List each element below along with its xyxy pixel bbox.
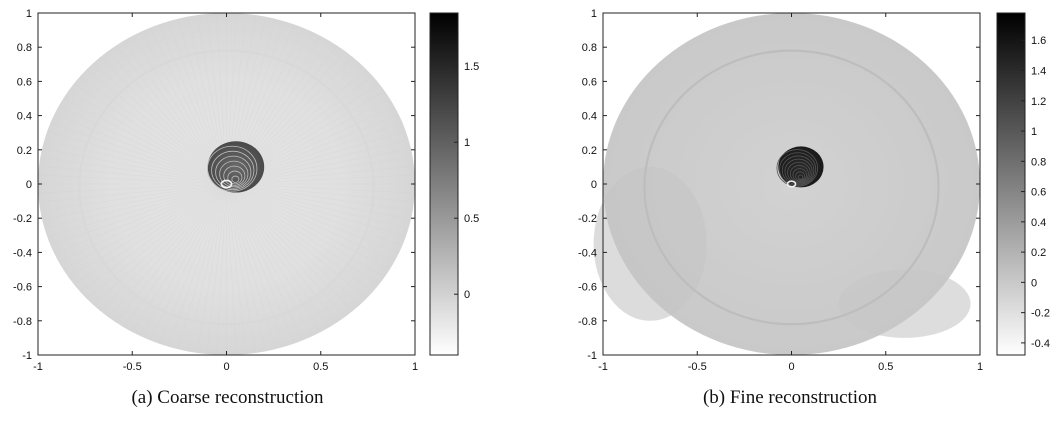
y-tick-label: -1	[22, 350, 32, 362]
colorbar-tick-label: 1.2	[1031, 96, 1046, 108]
inclusion-ring	[779, 152, 817, 186]
colorbar-tick-label: 1.6	[1031, 35, 1046, 47]
shading-patch	[593, 166, 707, 321]
y-tick-label: -1	[587, 350, 597, 362]
inclusion-ring	[219, 160, 249, 188]
y-tick-label: 0.6	[582, 76, 597, 88]
x-tick-label: 0.5	[313, 361, 328, 373]
y-tick-label: -0.8	[13, 316, 32, 328]
y-tick-label: 0.4	[582, 111, 597, 123]
inclusion-ring	[227, 170, 243, 185]
inclusion-ring	[792, 168, 807, 182]
inclusion-ring	[789, 165, 809, 183]
inclusion-ring	[207, 145, 258, 192]
inclusion-ring	[787, 161, 811, 184]
y-tick-label: -0.6	[578, 282, 597, 294]
x-tick-label: -1	[33, 361, 43, 373]
shading-patch	[838, 269, 971, 338]
y-tick-label: 0.8	[582, 42, 597, 54]
ring-artifact	[78, 49, 375, 326]
panel-coarse: -1 -0.5 0 0.5 1 -1 -0.8 -0.6 -0.4 -0.2 0 0.2 0.4 0.6 0…	[13, 8, 479, 373]
inclusion-ring	[215, 155, 252, 189]
y-tick-label: 0.4	[17, 111, 32, 123]
colorbar-tick-label: 0.5	[464, 213, 479, 225]
inclusion-ring	[781, 155, 815, 186]
y-tick-label: -0.4	[13, 247, 32, 259]
colorbar-tick-label: 1	[1031, 126, 1037, 138]
y-tick-label: 0.6	[17, 76, 32, 88]
x-tick-label: 0.5	[878, 361, 893, 373]
colorbar-tick-label: 0.2	[1031, 247, 1046, 259]
y-tick-label: 0	[591, 179, 597, 191]
colorbar	[429, 12, 459, 356]
y-tick-label: -0.2	[13, 213, 32, 225]
x-tick-label: -0.5	[688, 361, 707, 373]
inclusion-ring	[211, 150, 255, 191]
ring-artifact	[643, 49, 940, 326]
y-tick-label: 1	[26, 8, 32, 20]
y-tick-label: 0.8	[17, 42, 32, 54]
colorbar-tick-label: -0.4	[1031, 338, 1050, 350]
hotspot	[220, 179, 233, 189]
y-tick-label: 0.2	[582, 145, 597, 157]
y-tick-label: -0.4	[578, 247, 597, 259]
caption-coarse: (a) Coarse reconstruction	[131, 387, 324, 408]
inclusion-ring	[795, 171, 806, 181]
inclusion-ring	[797, 174, 804, 180]
x-tick-label: 1	[412, 361, 418, 373]
inclusion-ring	[231, 175, 240, 183]
caption-fine: (b) Fine reconstruction	[702, 387, 878, 408]
inclusion-ring	[776, 149, 819, 187]
y-tick-label: -0.6	[13, 282, 32, 294]
y-tick-label: 1	[591, 8, 597, 20]
x-tick-label: 1	[977, 361, 983, 373]
colorbar-tick-label: 1.5	[464, 61, 479, 73]
hotspot	[786, 180, 797, 188]
colorbar-tick-label: 1.4	[1031, 66, 1046, 78]
x-tick-label: -1	[598, 361, 608, 373]
x-tick-label: -0.5	[123, 361, 142, 373]
colorbar-tick-label: 0	[464, 289, 470, 301]
y-tick-label: 0.2	[17, 145, 32, 157]
colorbar-tick-label: 0	[1031, 277, 1037, 289]
colorbar-tick-label: 0.8	[1031, 156, 1046, 168]
colorbar	[996, 12, 1026, 356]
colorbar-tick-label: 1	[464, 137, 470, 149]
inclusion-ring	[784, 158, 813, 185]
inclusion-ring	[223, 165, 246, 186]
y-tick-label: -0.8	[578, 316, 597, 328]
colorbar-tick-label: 0.6	[1031, 187, 1046, 199]
x-tick-label: 0	[223, 361, 229, 373]
colorbar-tick-label: 0.4	[1031, 217, 1046, 229]
colorbar-tick-label: -0.2	[1031, 308, 1050, 320]
y-tick-label: -0.2	[578, 213, 597, 225]
y-tick-label: 0	[26, 179, 32, 191]
panel-fine: -1 -0.5 0 0.5 1 -1 -0.8 -0.6 -0.4 -0.2 0 0.2 0.4 0.6 0…	[578, 8, 1050, 373]
figure: -1 -0.5 0 0.5 1 -1 -0.8 -0.6 -0.4 -0.2 0 0.2 0.4 0.6 0…	[13, 8, 1050, 373]
x-tick-label: 0	[788, 361, 794, 373]
